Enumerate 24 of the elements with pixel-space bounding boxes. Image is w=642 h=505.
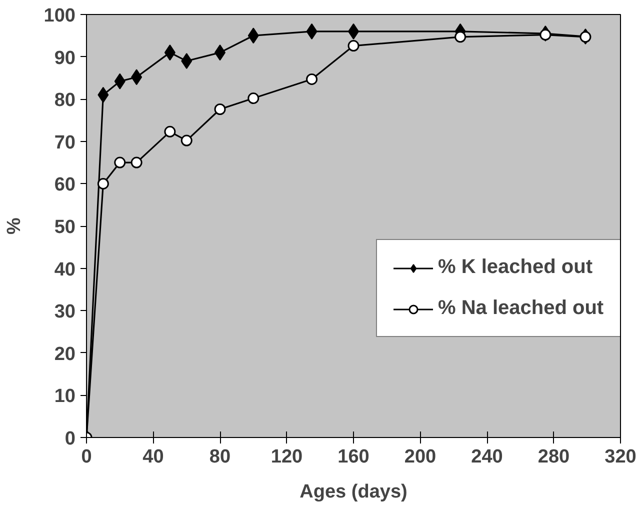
y-tick-label: 90 — [54, 48, 76, 69]
legend-label: % Na leached out — [438, 297, 604, 320]
x-axis-title: Ages (days) — [300, 482, 408, 502]
x-tick-label: 80 — [209, 446, 231, 468]
x-tick-label: 240 — [471, 446, 503, 468]
x-tick-label: 40 — [142, 446, 164, 468]
y-tick-label: 30 — [54, 302, 76, 323]
y-tick-label: 70 — [54, 132, 76, 154]
y-tick-label: 40 — [54, 259, 76, 280]
y-tick-label: 80 — [54, 90, 76, 112]
y-tick-label: 20 — [54, 344, 76, 365]
y-tick-label: 50 — [54, 217, 76, 238]
y-tick-label: 60 — [54, 174, 76, 196]
legend-label: % K leached out — [438, 256, 592, 279]
x-tick-label: 320 — [604, 446, 636, 468]
x-tick-label: 200 — [404, 446, 436, 468]
y-axis-title: % — [4, 217, 25, 234]
x-tick-label: 120 — [270, 446, 303, 468]
x-tick-label: 160 — [338, 446, 370, 468]
x-tick-label: 280 — [538, 446, 570, 468]
x-tick-label: 0 — [81, 446, 92, 468]
y-tick-label: 10 — [54, 386, 76, 408]
y-tick-label: 0 — [64, 428, 76, 450]
y-tick-label: 100 — [44, 6, 76, 26]
